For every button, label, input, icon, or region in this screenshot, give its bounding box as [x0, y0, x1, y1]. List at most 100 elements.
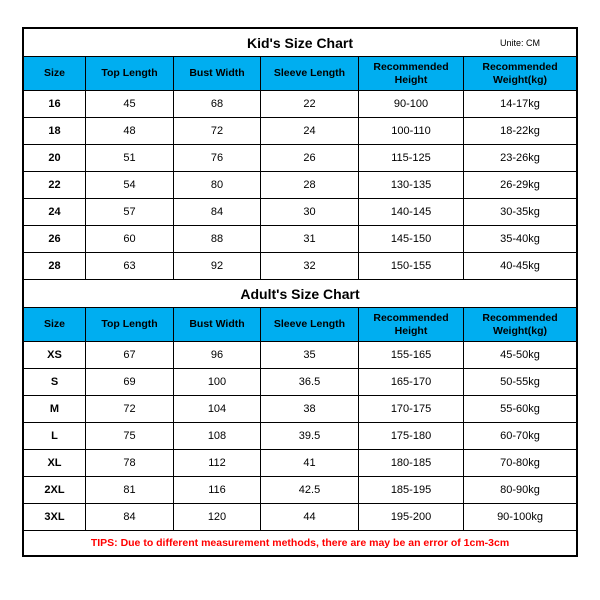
- data-cell: 41: [261, 450, 359, 476]
- size-cell: M: [24, 396, 86, 422]
- column-header: Top Length: [86, 57, 174, 90]
- table-row: 1645682290-10014-17kg: [24, 91, 576, 118]
- data-cell: 44: [261, 504, 359, 530]
- table-row: 24578430140-14530-35kg: [24, 199, 576, 226]
- data-cell: 170-175: [359, 396, 464, 422]
- data-cell: 54: [86, 172, 174, 198]
- data-cell: 60: [86, 226, 174, 252]
- data-cell: 38: [261, 396, 359, 422]
- data-cell: 90-100kg: [464, 504, 576, 530]
- data-cell: 80: [174, 172, 261, 198]
- size-cell: 2XL: [24, 477, 86, 503]
- size-cell: XS: [24, 342, 86, 368]
- table-row: 22548028130-13526-29kg: [24, 172, 576, 199]
- data-cell: 35: [261, 342, 359, 368]
- data-cell: 116: [174, 477, 261, 503]
- data-cell: 145-150: [359, 226, 464, 252]
- data-cell: 195-200: [359, 504, 464, 530]
- data-cell: 60-70kg: [464, 423, 576, 449]
- data-cell: 23-26kg: [464, 145, 576, 171]
- size-chart-container: Kid's Size ChartUnite: CMSizeTop LengthB…: [22, 27, 578, 557]
- chart-title: Kid's Size Chart: [24, 35, 576, 51]
- data-cell: 28: [261, 172, 359, 198]
- data-cell: 100-110: [359, 118, 464, 144]
- size-cell: 22: [24, 172, 86, 198]
- data-cell: 26-29kg: [464, 172, 576, 198]
- column-header: Bust Width: [174, 57, 261, 90]
- table-row: 20517626115-12523-26kg: [24, 145, 576, 172]
- data-cell: 30: [261, 199, 359, 225]
- chart-title: Adult's Size Chart: [24, 286, 576, 302]
- data-cell: 36.5: [261, 369, 359, 395]
- table-row: 3XL8412044195-20090-100kg: [24, 504, 576, 531]
- table-row: 26608831145-15035-40kg: [24, 226, 576, 253]
- data-cell: 100: [174, 369, 261, 395]
- data-cell: 18-22kg: [464, 118, 576, 144]
- column-header: Recommended Weight(kg): [464, 57, 576, 90]
- data-cell: 81: [86, 477, 174, 503]
- data-cell: 175-180: [359, 423, 464, 449]
- data-cell: 185-195: [359, 477, 464, 503]
- kids-chart-title-row: Kid's Size ChartUnite: CM: [24, 29, 576, 57]
- size-cell: S: [24, 369, 86, 395]
- data-cell: 72: [86, 396, 174, 422]
- unit-label: Unite: CM: [500, 38, 540, 48]
- size-cell: L: [24, 423, 86, 449]
- size-cell: 3XL: [24, 504, 86, 530]
- data-cell: 45: [86, 91, 174, 117]
- data-cell: 39.5: [261, 423, 359, 449]
- column-header: Top Length: [86, 308, 174, 341]
- data-cell: 67: [86, 342, 174, 368]
- data-cell: 76: [174, 145, 261, 171]
- column-header: Sleeve Length: [261, 57, 359, 90]
- data-cell: 70-80kg: [464, 450, 576, 476]
- column-header: Size: [24, 308, 86, 341]
- data-cell: 40-45kg: [464, 253, 576, 279]
- column-header: Recommended Weight(kg): [464, 308, 576, 341]
- data-cell: 14-17kg: [464, 91, 576, 117]
- data-cell: 84: [86, 504, 174, 530]
- table-row: M7210438170-17555-60kg: [24, 396, 576, 423]
- table-row: L7510839.5175-18060-70kg: [24, 423, 576, 450]
- data-cell: 48: [86, 118, 174, 144]
- size-cell: XL: [24, 450, 86, 476]
- data-cell: 69: [86, 369, 174, 395]
- data-cell: 35-40kg: [464, 226, 576, 252]
- data-cell: 96: [174, 342, 261, 368]
- data-cell: 75: [86, 423, 174, 449]
- data-cell: 55-60kg: [464, 396, 576, 422]
- data-cell: 112: [174, 450, 261, 476]
- column-header: Sleeve Length: [261, 308, 359, 341]
- column-header: Recommended Height: [359, 57, 464, 90]
- data-cell: 165-170: [359, 369, 464, 395]
- size-cell: 16: [24, 91, 86, 117]
- table-row: 18487224100-11018-22kg: [24, 118, 576, 145]
- column-header: Recommended Height: [359, 308, 464, 341]
- data-cell: 115-125: [359, 145, 464, 171]
- data-cell: 31: [261, 226, 359, 252]
- data-cell: 51: [86, 145, 174, 171]
- data-cell: 24: [261, 118, 359, 144]
- table-row: XS679635155-16545-50kg: [24, 342, 576, 369]
- data-cell: 84: [174, 199, 261, 225]
- data-cell: 88: [174, 226, 261, 252]
- data-cell: 180-185: [359, 450, 464, 476]
- column-header: Bust Width: [174, 308, 261, 341]
- data-cell: 80-90kg: [464, 477, 576, 503]
- data-cell: 30-35kg: [464, 199, 576, 225]
- data-cell: 22: [261, 91, 359, 117]
- data-cell: 42.5: [261, 477, 359, 503]
- data-cell: 63: [86, 253, 174, 279]
- adults-chart-title-row: Adult's Size Chart: [24, 280, 576, 308]
- table-row: 28639232150-15540-45kg: [24, 253, 576, 280]
- data-cell: 150-155: [359, 253, 464, 279]
- data-cell: 90-100: [359, 91, 464, 117]
- table-row: S6910036.5165-17050-55kg: [24, 369, 576, 396]
- table-row: 2XL8111642.5185-19580-90kg: [24, 477, 576, 504]
- data-cell: 92: [174, 253, 261, 279]
- column-headers: SizeTop LengthBust WidthSleeve LengthRec…: [24, 57, 576, 91]
- size-cell: 20: [24, 145, 86, 171]
- data-cell: 155-165: [359, 342, 464, 368]
- data-cell: 120: [174, 504, 261, 530]
- data-cell: 50-55kg: [464, 369, 576, 395]
